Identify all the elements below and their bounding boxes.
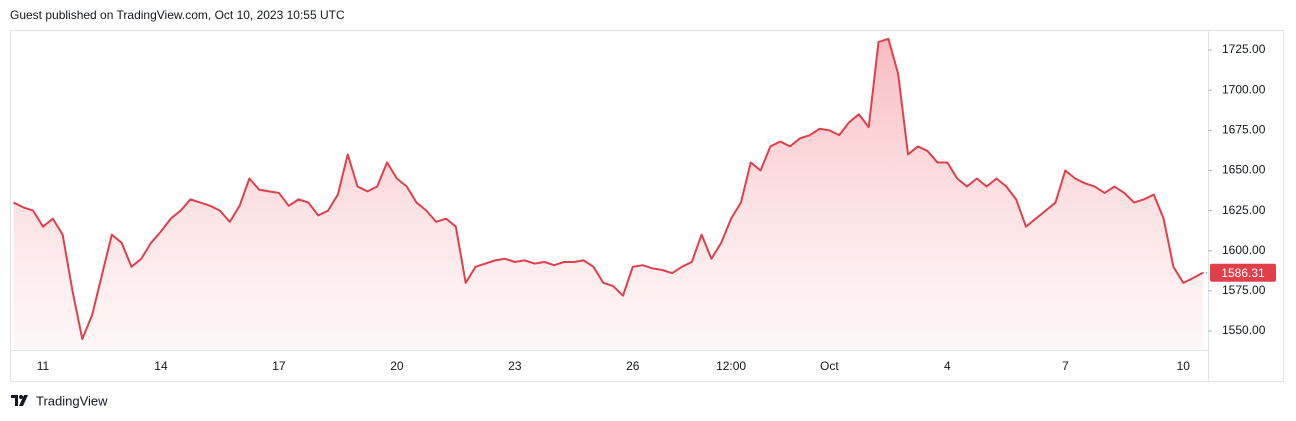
x-tick-label: 17 bbox=[272, 359, 286, 373]
x-tick-label: 7 bbox=[1062, 359, 1069, 373]
area-fill bbox=[13, 38, 1203, 349]
x-tick-label: 23 bbox=[508, 359, 522, 373]
price-line bbox=[13, 37, 1204, 341]
x-tick-label: Oct bbox=[820, 359, 839, 373]
brand: TradingView bbox=[36, 393, 108, 408]
x-tick-label: 4 bbox=[944, 359, 951, 373]
y-tick-label: 1650.00 bbox=[1222, 163, 1266, 177]
chart-frame bbox=[10, 30, 1284, 382]
y-tick-label: 1575.00 bbox=[1222, 283, 1266, 297]
y-tick-label: 1600.00 bbox=[1222, 243, 1266, 257]
x-tick-label: 10 bbox=[1177, 359, 1191, 373]
chart-title: Guest published on TradingView.com, Oct … bbox=[10, 8, 345, 22]
y-tick-label: 1625.00 bbox=[1222, 203, 1266, 217]
last-price-label: 1586.31 bbox=[1221, 266, 1265, 280]
y-tick-label: 1675.00 bbox=[1222, 123, 1266, 137]
x-tick-label: 12:00 bbox=[716, 359, 746, 373]
y-tick-label: 1725.00 bbox=[1222, 42, 1266, 56]
x-tick-label: 26 bbox=[626, 359, 640, 373]
x-tick-label: 14 bbox=[154, 359, 168, 373]
y-tick-label: 1550.00 bbox=[1222, 323, 1266, 337]
logo bbox=[11, 395, 28, 406]
x-tick-label: 11 bbox=[37, 359, 50, 373]
y-tick-label: 1700.00 bbox=[1222, 82, 1266, 96]
x-tick-label: 20 bbox=[390, 359, 404, 373]
last-price-badge bbox=[1210, 263, 1276, 282]
